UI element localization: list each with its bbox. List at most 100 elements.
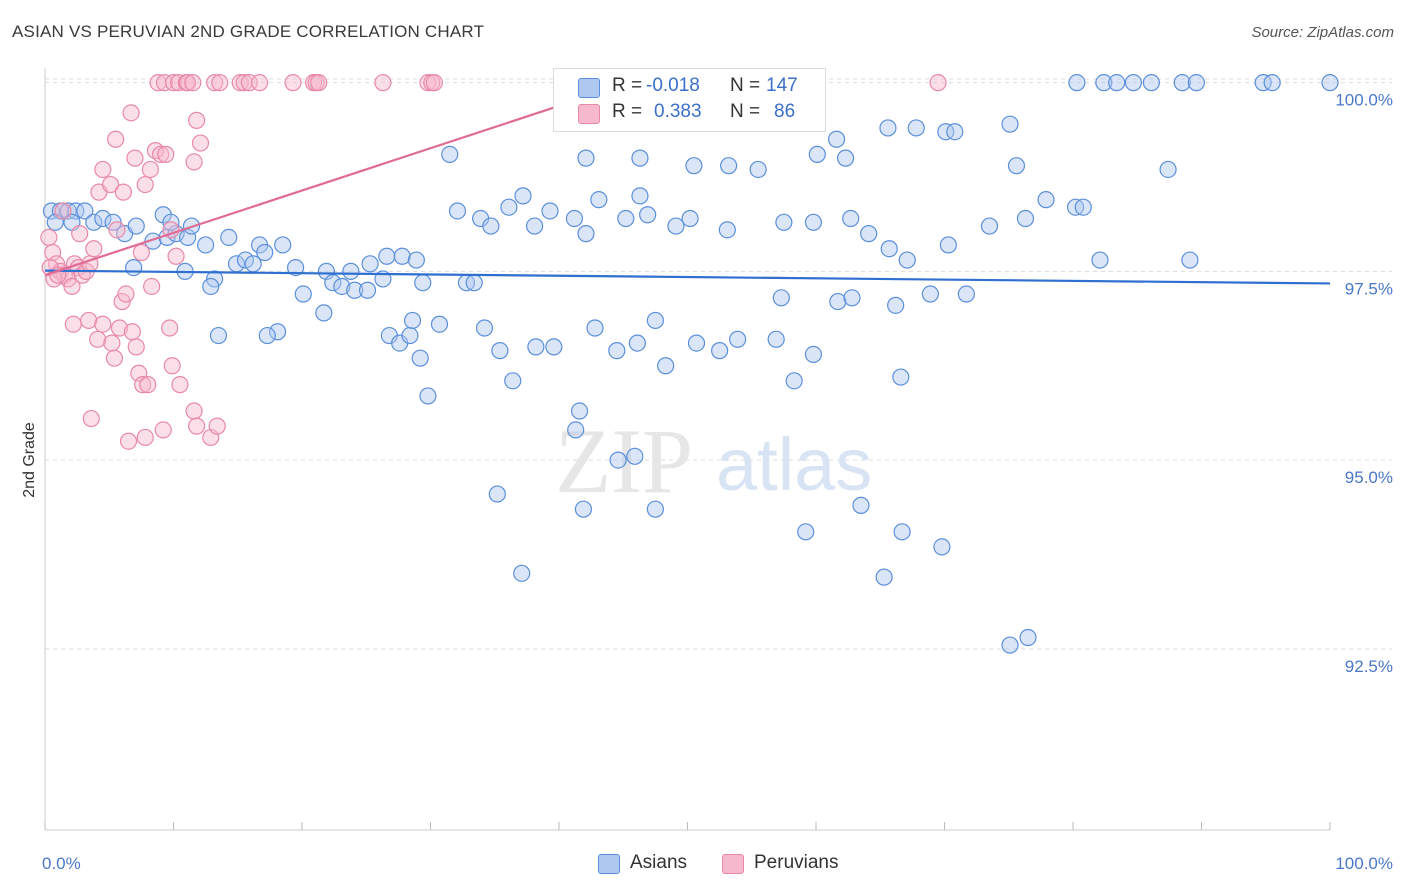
asians-point <box>378 247 396 265</box>
peruvians-point <box>179 74 197 92</box>
peruvians-point <box>103 334 121 352</box>
asians-point <box>1321 74 1339 92</box>
asians-point <box>220 228 238 247</box>
peruvians-point <box>122 104 140 122</box>
asians-point <box>1068 74 1086 92</box>
asians-point <box>513 564 531 582</box>
asians-point <box>258 326 276 345</box>
asians-point <box>430 315 449 333</box>
asians-point <box>465 274 483 292</box>
peruvians-point <box>89 330 107 348</box>
asians-point <box>1091 251 1109 269</box>
peruvians-legend-label: Peruvians <box>754 852 839 873</box>
peruvians-point <box>64 315 82 333</box>
peruvians-point <box>85 240 103 258</box>
asians-point <box>358 281 377 299</box>
asians-point <box>893 523 911 541</box>
peruvians-point <box>114 183 132 201</box>
x-tick-label-max: 100.0% <box>1335 854 1393 873</box>
asians-point <box>401 326 419 345</box>
asians-point <box>804 213 823 231</box>
peruvians-point <box>188 417 206 435</box>
asians-point <box>711 342 729 360</box>
asians-point <box>729 330 747 348</box>
peruvians-point <box>143 277 161 296</box>
peruvians-r-value: 0.383 <box>654 101 702 122</box>
asians-point <box>1187 74 1205 92</box>
peruvians-point <box>123 323 141 341</box>
asians-point <box>646 311 664 330</box>
asians-point <box>577 149 595 167</box>
peruvians-n-value: 86 <box>774 101 796 122</box>
asians-point <box>294 285 312 303</box>
peruvians-point <box>101 175 120 194</box>
peruvians-point <box>107 130 125 148</box>
peruvians-point <box>108 221 126 239</box>
asians-point <box>631 187 649 205</box>
peruvians-point <box>82 409 100 428</box>
asians-point <box>1001 636 1019 654</box>
asians-r-value: -0.018 <box>646 75 700 96</box>
stats-legend: R = -0.018 N = 147 R = 0.383 N = 86 <box>553 68 826 132</box>
asians-point <box>315 304 333 322</box>
peruvians-point <box>211 74 229 92</box>
asians-legend-label: Asians <box>630 852 688 873</box>
y-axis-title: 2nd Grade <box>21 422 38 498</box>
asians-point <box>574 500 593 518</box>
peruvians-point <box>139 376 157 394</box>
legend-row-asians: R = -0.018 N = 147 <box>554 75 825 101</box>
asians-point <box>475 319 494 337</box>
asians-point <box>570 402 589 420</box>
asians-point <box>946 123 964 141</box>
asians-point <box>1181 251 1199 269</box>
asians-point <box>892 368 910 386</box>
peruvians-point <box>141 160 159 179</box>
peruvians-point <box>163 357 181 375</box>
asians-point <box>852 496 870 514</box>
watermark: ZIP atlas <box>555 410 872 512</box>
asians-point <box>67 202 85 220</box>
peruvians-point <box>117 285 135 303</box>
peruvians-point <box>425 74 443 92</box>
asians-point <box>500 198 518 216</box>
asians-point <box>407 251 425 269</box>
series-asians <box>42 74 1339 654</box>
asians-point <box>268 323 287 341</box>
asians-point <box>1007 157 1026 175</box>
asians-point <box>567 421 585 439</box>
asians-point <box>827 130 846 148</box>
asians-point <box>980 217 999 235</box>
asians-point <box>491 342 509 360</box>
peruvians-point <box>157 145 175 163</box>
peruvians-point <box>136 175 154 194</box>
peruvians-point <box>419 74 437 92</box>
asians-point <box>244 255 262 273</box>
asians-point <box>842 209 860 228</box>
asians-point <box>76 202 94 220</box>
asians-point <box>504 372 522 390</box>
asians-point <box>94 209 112 228</box>
peruvians-point <box>310 74 328 92</box>
series-peruvians <box>40 74 947 450</box>
asians-point <box>85 213 103 231</box>
asians-point <box>514 187 532 205</box>
asians-point <box>441 145 459 163</box>
asians-point <box>324 274 342 292</box>
asians-point <box>875 568 893 586</box>
asians-point <box>256 243 274 262</box>
asians-point <box>843 289 861 307</box>
asians-point <box>628 334 646 352</box>
peruvians-point <box>167 247 185 265</box>
asians-point <box>1124 74 1142 92</box>
asians-trend-line <box>44 269 1331 285</box>
peruvians-point <box>80 311 98 330</box>
asians-point <box>609 451 627 469</box>
peruvians-point <box>191 134 210 152</box>
asians-point <box>197 236 215 254</box>
y-tick-label: 95.0% <box>1345 468 1393 487</box>
asians-point <box>1016 209 1035 228</box>
data-points <box>40 74 1339 654</box>
legend-row-peruvians: R = 0.383 N = 86 <box>554 101 825 127</box>
asians-point <box>797 523 815 541</box>
axis-labels: 100.0% 97.5% 95.0% 92.5% 0.0% 100.0% <box>42 91 1393 873</box>
